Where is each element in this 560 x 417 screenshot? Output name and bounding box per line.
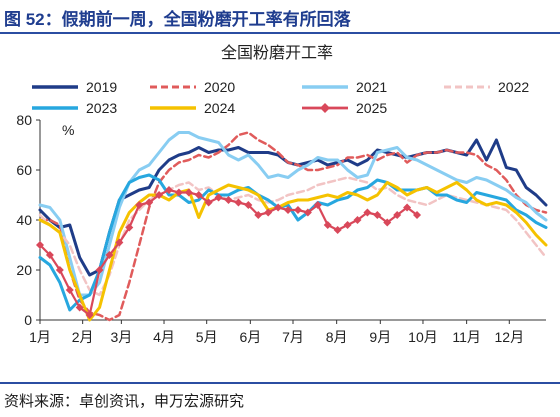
- data-point-2025: [95, 266, 104, 274]
- series-2021: [38, 131, 548, 297]
- series-2023: [38, 173, 548, 312]
- figure-header: 图 52：假期前一周，全国粉磨开工率有所回落: [0, 0, 560, 34]
- x-tick-label: 7月: [282, 329, 304, 345]
- data-point-2025: [264, 208, 273, 217]
- footer-rule: [0, 382, 560, 384]
- series-line-2022: [38, 176, 548, 297]
- series-line-2024: [38, 181, 548, 322]
- header-rule: [0, 32, 560, 34]
- y-tick-label: 20: [16, 262, 32, 278]
- figure-title: 图 52：假期前一周，全国粉磨开工率有所回落: [4, 10, 351, 29]
- x-tick-label: 4月: [153, 329, 175, 345]
- legend-label: 2022: [498, 79, 529, 95]
- data-point-2025: [413, 211, 422, 219]
- x-tick-label: 1月: [29, 329, 51, 345]
- y-tick-label: 80: [16, 112, 32, 128]
- x-axis-ticks: 1月 2月 3月 4月 5月 6月 7月 8月 9月 10月 11月 12月: [29, 320, 524, 345]
- data-point-2025: [234, 198, 243, 207]
- data-point-2025: [145, 198, 154, 207]
- legend-item-2019: 2019: [32, 79, 117, 95]
- x-tick-label: 11月: [452, 329, 481, 345]
- data-point-2025: [155, 191, 164, 199]
- data-point-2025: [363, 208, 372, 217]
- data-point-2025: [393, 211, 402, 219]
- legend-item-2020: 2020: [150, 79, 235, 95]
- y-tick-label: 40: [16, 212, 32, 228]
- data-point-2025: [115, 238, 124, 247]
- y-axis-unit-label: %: [62, 122, 74, 138]
- series-line-2021: [38, 131, 548, 297]
- legend-label: 2021: [356, 79, 387, 95]
- x-tick-label: 3月: [110, 329, 132, 345]
- y-axis-ticks: 0 20 40 60 80: [16, 112, 40, 328]
- data-point-2025: [125, 223, 134, 232]
- data-point-2025: [343, 221, 352, 229]
- data-point-2025: [313, 201, 322, 209]
- x-tick-label: 6月: [239, 329, 261, 345]
- data-point-2025: [214, 193, 223, 202]
- data-point-2025: [105, 251, 114, 259]
- data-point-2025: [303, 208, 312, 217]
- legend-item-2021: 2021: [302, 79, 387, 95]
- series-2020: [38, 131, 548, 322]
- data-point-2025: [333, 226, 342, 234]
- legend-item-2022: 2022: [444, 79, 529, 95]
- data-point-2025: [135, 201, 144, 209]
- data-point-2025: [65, 286, 74, 294]
- data-point-2025: [383, 218, 392, 227]
- series-line-2023: [38, 173, 548, 312]
- data-point-2025: [224, 196, 233, 204]
- data-point-2025: [274, 203, 283, 212]
- legend-item-2023: 2023: [32, 100, 117, 116]
- line-chart: 全国粉磨开工率 2019 2020 2021 2022 2023 2024 2025 0 20…: [16, 44, 548, 345]
- data-point-2025: [284, 206, 293, 214]
- legend-label: 2020: [204, 79, 235, 95]
- chart-title: 全国粉磨开工率: [221, 44, 333, 62]
- legend: 2019 2020 2021 2022 2023 2024 2025: [32, 79, 529, 116]
- data-point-2025: [293, 206, 302, 214]
- legend-item-2024: 2024: [150, 100, 235, 116]
- x-tick-label: 12月: [495, 329, 525, 345]
- series-2022: [38, 176, 548, 297]
- x-tick-label: 10月: [408, 329, 438, 345]
- data-point-2025: [45, 251, 54, 259]
- data-point-2025: [174, 188, 183, 197]
- data-point-2025: [184, 188, 193, 197]
- legend-label: 2025: [356, 100, 387, 116]
- legend-label: 2023: [86, 100, 117, 116]
- data-point-2025: [323, 221, 332, 229]
- data-point-2025: [55, 266, 64, 274]
- data-point-2025: [85, 311, 94, 319]
- legend-label: 2024: [204, 100, 235, 116]
- data-point-2025: [254, 211, 263, 219]
- figure-footer: 资料来源：卓创资讯，申万宏源研究: [0, 382, 560, 417]
- data-point-2025: [353, 216, 362, 224]
- data-point-2025: [204, 198, 213, 207]
- x-tick-label: 8月: [326, 329, 348, 345]
- series-2025: [36, 186, 422, 319]
- data-point-2025: [373, 211, 382, 219]
- series-line-2020: [38, 131, 548, 322]
- legend-label: 2019: [86, 79, 117, 95]
- series-line-2025: [38, 188, 419, 317]
- data-point-2025: [75, 303, 84, 312]
- source-note: 资料来源：卓创资讯，申万宏源研究: [4, 393, 245, 410]
- y-tick-label: 0: [24, 312, 32, 328]
- data-point-2025: [36, 241, 44, 249]
- series-2024: [38, 181, 548, 322]
- data-point-2025: [164, 186, 173, 194]
- x-tick-label: 2月: [72, 329, 94, 345]
- plot-area: 0 20 40 60 80 1月 2月 3月 4月 5月 6月 7月 8月 9月 10月 11月 12月 %: [16, 112, 548, 345]
- x-tick-label: 9月: [369, 329, 391, 345]
- data-point-2025: [194, 191, 203, 199]
- data-point-2025: [244, 201, 253, 209]
- series-layer: [36, 131, 548, 322]
- legend-item-2025: 2025: [302, 100, 387, 116]
- x-tick-label: 5月: [196, 329, 218, 345]
- legend-marker: [320, 103, 330, 113]
- data-point-2025: [403, 203, 412, 212]
- y-tick-label: 60: [16, 162, 32, 178]
